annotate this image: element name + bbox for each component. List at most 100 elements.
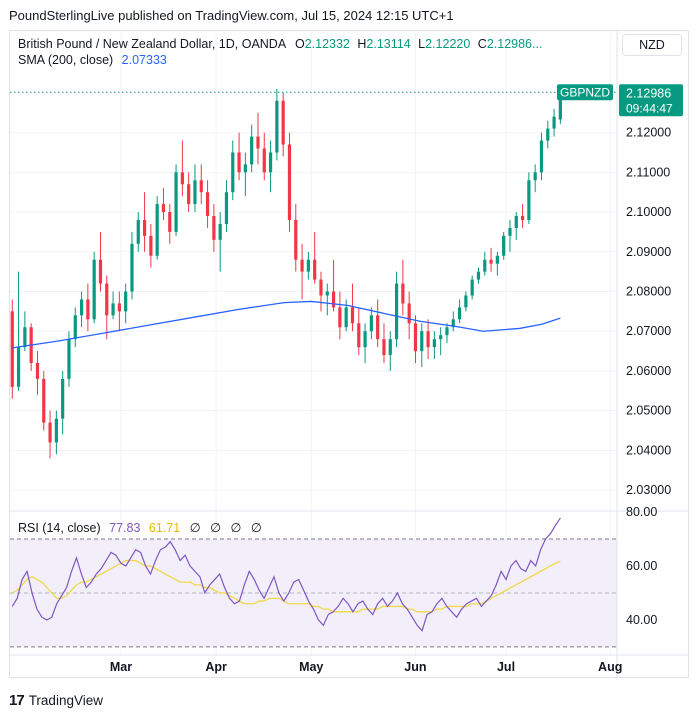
time-tick-label: Mar xyxy=(110,660,132,674)
candle-body xyxy=(275,100,279,153)
candle xyxy=(527,172,531,224)
candle xyxy=(476,267,481,284)
candle-body xyxy=(243,164,247,173)
candle-body xyxy=(155,204,159,256)
candle-body xyxy=(250,136,254,165)
candle-body xyxy=(344,307,348,328)
candle-body xyxy=(325,291,329,296)
candle-body xyxy=(319,279,323,296)
rsi-legend: RSI (14, close) 77.83 61.71 ∅ ∅ ∅ ∅ xyxy=(18,520,262,535)
candle-body xyxy=(451,319,455,328)
candle-body xyxy=(306,259,310,272)
candle xyxy=(130,231,134,300)
candle-body xyxy=(426,331,430,348)
rsi-tick-label: 80.00 xyxy=(626,505,657,519)
candle xyxy=(256,112,260,165)
ohlc-low: L2.12220 xyxy=(418,37,471,51)
candles xyxy=(10,88,562,459)
candle xyxy=(124,283,128,324)
candle xyxy=(180,140,184,197)
sma-label: SMA (200, close) xyxy=(18,53,114,67)
candle xyxy=(98,231,103,292)
footer-brand: 17 TradingView xyxy=(9,692,103,709)
currency-button[interactable]: NZD xyxy=(622,34,682,56)
candle-body xyxy=(489,259,493,264)
candle xyxy=(451,311,455,332)
candle-body xyxy=(10,311,14,387)
price-tick-label: 2.12000 xyxy=(626,126,671,140)
symbol-tag-text: GBPNZD xyxy=(560,85,610,99)
candle-body xyxy=(218,223,222,240)
candle-body xyxy=(546,128,550,141)
candle xyxy=(483,251,487,276)
candle xyxy=(117,291,121,332)
sma-value: 2.07333 xyxy=(121,53,167,67)
rsi-empty-1: ∅ xyxy=(189,521,201,535)
candle-body xyxy=(457,307,462,320)
candle-body xyxy=(508,227,512,236)
candle-body xyxy=(388,339,392,356)
candle-body xyxy=(79,299,84,316)
candle-body xyxy=(350,307,355,324)
rsi-ma-value: 61.71 xyxy=(148,521,181,535)
candle xyxy=(331,259,336,312)
instrument-legend: British Pound / New Zealand Dollar, 1D, … xyxy=(18,37,542,51)
price-tick-label: 2.05000 xyxy=(626,404,671,418)
candle xyxy=(54,410,58,455)
candle xyxy=(313,231,317,284)
price-tick-label: 2.08000 xyxy=(626,285,671,299)
candle-body xyxy=(73,315,77,340)
candle-body xyxy=(130,243,134,292)
candle xyxy=(79,291,84,328)
candle xyxy=(61,370,65,435)
candle-body xyxy=(268,152,273,173)
candle-body xyxy=(142,219,147,236)
candle xyxy=(470,275,474,300)
time-tick-label: Jun xyxy=(404,660,426,674)
axes: 2.03000 2.04000 2.05000 2.06000 2.07000 2.080… xyxy=(10,30,689,678)
candle-body xyxy=(558,93,562,120)
candle xyxy=(344,299,348,332)
candle-body xyxy=(161,204,166,213)
price-tag-countdown: 09:44:47 xyxy=(626,101,673,115)
candle-body xyxy=(394,283,399,340)
candle-body xyxy=(193,180,197,205)
candle-body xyxy=(86,299,90,320)
candle xyxy=(224,180,229,232)
chart-frame xyxy=(9,30,689,678)
candle xyxy=(67,331,71,387)
candle xyxy=(306,251,310,280)
candle xyxy=(105,275,109,340)
ohlc-high: H2.13114 xyxy=(357,37,411,51)
candle-body xyxy=(48,422,52,443)
price-tick-label: 2.11000 xyxy=(626,165,670,179)
candle-body xyxy=(180,172,184,185)
sma-legend: SMA (200, close) 2.07333 xyxy=(18,53,167,67)
candle xyxy=(432,331,436,360)
candle xyxy=(407,291,411,340)
candle-body xyxy=(413,323,418,352)
candle xyxy=(262,132,266,181)
candle xyxy=(357,307,361,356)
price-tick-label: 2.10000 xyxy=(626,205,671,219)
candle-body xyxy=(61,378,65,419)
candle-body xyxy=(376,315,380,340)
candle xyxy=(495,251,499,276)
candle-body xyxy=(552,116,556,129)
candle xyxy=(325,283,329,316)
candle xyxy=(187,172,191,213)
time-tick-label: Aug xyxy=(598,660,622,674)
candle-body xyxy=(136,219,140,244)
candle xyxy=(382,323,386,364)
candle xyxy=(73,307,77,348)
time-tick-label: Apr xyxy=(205,660,227,674)
candle-body xyxy=(357,323,361,348)
rsi-label: RSI (14, close) xyxy=(18,521,101,535)
candle xyxy=(10,299,14,399)
candle-body xyxy=(187,184,191,205)
candle-body xyxy=(54,418,58,443)
candle xyxy=(243,152,247,197)
candle-body xyxy=(331,291,336,308)
ohlc-close: C2.12986... xyxy=(477,37,543,51)
